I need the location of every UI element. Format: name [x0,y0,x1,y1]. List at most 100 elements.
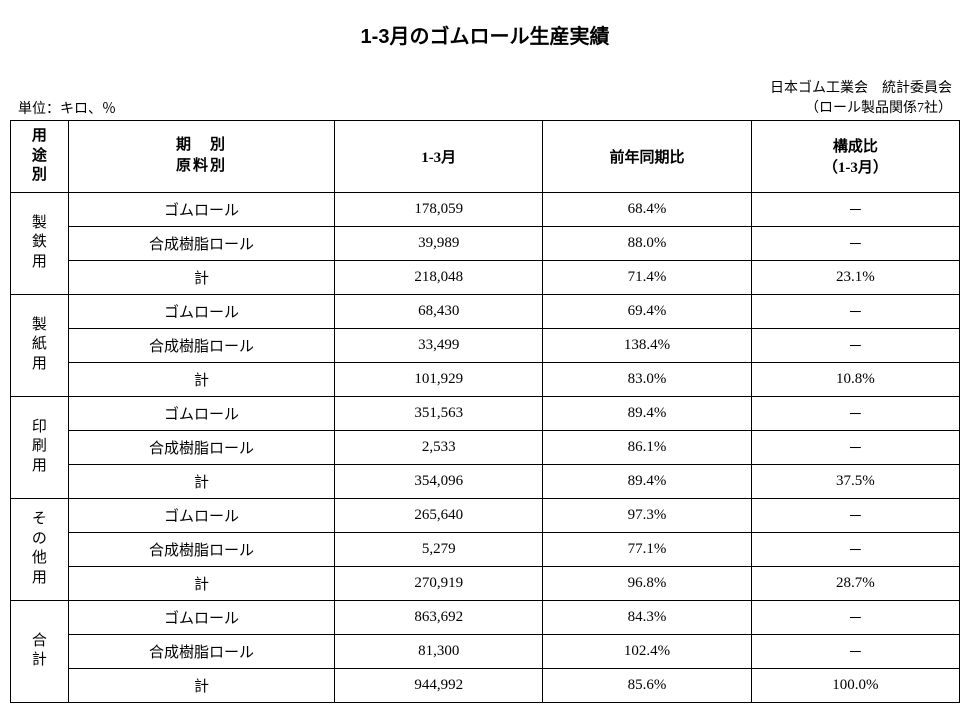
ratio-cell: － [751,294,959,328]
col-yoy: 前年同期比 [543,121,751,193]
value-cell: 101,929 [335,362,543,396]
material-cell: 合成樹脂ロール [68,634,334,668]
yoy-cell: 86.1% [543,430,751,464]
yoy-cell: 68.4% [543,192,751,226]
table-row: 計944,99285.6%100.0% [11,668,960,702]
material-cell: 計 [68,464,334,498]
table-row: 製紙用ゴムロール68,43069.4%－ [11,294,960,328]
material-cell: 合成樹脂ロール [68,430,334,464]
table-row: 印刷用ゴムロール351,56389.4%－ [11,396,960,430]
ratio-cell: － [751,532,959,566]
group-name-char: 用 [15,457,64,477]
col-ratio-l1: 構成比 [756,135,955,156]
value-cell: 33,499 [335,328,543,362]
ratio-cell: － [751,328,959,362]
value-cell: 39,989 [335,226,543,260]
table-row: 製鉄用ゴムロール178,05968.4%－ [11,192,960,226]
group-name-char: そ [15,510,64,530]
col-use-char: 用 [15,127,64,147]
table-row: 合計ゴムロール863,69284.3%－ [11,600,960,634]
material-cell: 合成樹脂ロール [68,532,334,566]
ratio-cell: 23.1% [751,260,959,294]
table-row: 計218,04871.4%23.1% [11,260,960,294]
unit-label: 単位：キロ、％ [18,98,116,118]
table-row: 合成樹脂ロール33,499138.4%－ [11,328,960,362]
ratio-cell: 100.0% [751,668,959,702]
group-name-char: 他 [15,549,64,569]
table-row: 合成樹脂ロール81,300102.4%－ [11,634,960,668]
group-name-char: 製 [15,316,64,336]
group-name-char: 刷 [15,437,64,457]
material-cell: ゴムロール [68,396,334,430]
material-cell: ゴムロール [68,294,334,328]
ratio-cell: 37.5% [751,464,959,498]
ratio-cell: － [751,226,959,260]
ratio-cell: 10.8% [751,362,959,396]
ratio-cell: － [751,634,959,668]
value-cell: 68,430 [335,294,543,328]
yoy-cell: 97.3% [543,498,751,532]
table-row: 合成樹脂ロール39,98988.0%－ [11,226,960,260]
col-use-char: 途 [15,147,64,167]
yoy-cell: 89.4% [543,464,751,498]
table-row: 計270,91996.8%28.7% [11,566,960,600]
table-row: 計354,09689.4%37.5% [11,464,960,498]
yoy-cell: 88.0% [543,226,751,260]
source-info: 日本ゴム工業会 統計委員会 （ロール製品関係7社） [770,79,952,118]
table-header-row: 用途別 期 別 原料別 1-3月 前年同期比 構成比 （1-3月） [11,121,960,193]
table-body: 製鉄用ゴムロール178,05968.4%－合成樹脂ロール39,98988.0%－… [11,192,960,702]
col-use: 用途別 [11,121,69,193]
group-name-cell: その他用 [11,498,69,600]
value-cell: 270,919 [335,566,543,600]
group-name-cell: 合計 [11,600,69,702]
material-cell: ゴムロール [68,498,334,532]
value-cell: 944,992 [335,668,543,702]
yoy-cell: 102.4% [543,634,751,668]
value-cell: 5,279 [335,532,543,566]
material-cell: 計 [68,668,334,702]
material-cell: ゴムロール [68,600,334,634]
value-cell: 265,640 [335,498,543,532]
table-row: 合成樹脂ロール2,53386.1%－ [11,430,960,464]
group-name-char: 用 [15,569,64,589]
group-name-char: 印 [15,418,64,438]
yoy-cell: 84.3% [543,600,751,634]
value-cell: 2,533 [335,430,543,464]
ratio-cell: 28.7% [751,566,959,600]
ratio-cell: － [751,192,959,226]
value-cell: 178,059 [335,192,543,226]
col-ratio: 構成比 （1-3月） [751,121,959,193]
group-name-cell: 製鉄用 [11,192,69,294]
yoy-cell: 138.4% [543,328,751,362]
col-period-material: 期 別 原料別 [68,121,334,193]
group-name-char: 合 [15,632,64,652]
yoy-cell: 89.4% [543,396,751,430]
production-table: 用途別 期 別 原料別 1-3月 前年同期比 構成比 （1-3月） 製鉄用ゴムロ… [10,120,960,703]
col-period-l1: 期 別 [73,135,330,156]
yoy-cell: 96.8% [543,566,751,600]
group-name-char: 鉄 [15,233,64,253]
yoy-cell: 69.4% [543,294,751,328]
yoy-cell: 71.4% [543,260,751,294]
material-cell: 計 [68,260,334,294]
group-name-cell: 製紙用 [11,294,69,396]
material-cell: 合成樹脂ロール [68,328,334,362]
table-row: その他用ゴムロール265,64097.3%－ [11,498,960,532]
table-row: 合成樹脂ロール5,27977.1%－ [11,532,960,566]
group-name-char: 製 [15,214,64,234]
col-use-char: 別 [15,166,64,186]
col-period-l2: 原料別 [73,156,330,177]
value-cell: 351,563 [335,396,543,430]
material-cell: ゴムロール [68,192,334,226]
col-period: 1-3月 [335,121,543,193]
yoy-cell: 83.0% [543,362,751,396]
material-cell: 合成樹脂ロール [68,226,334,260]
group-name-cell: 印刷用 [11,396,69,498]
yoy-cell: 85.6% [543,668,751,702]
group-name-char: の [15,530,64,550]
col-ratio-l2: （1-3月） [756,156,955,177]
value-cell: 354,096 [335,464,543,498]
source-line-2: （ロール製品関係7社） [770,99,952,119]
group-name-char: 計 [15,651,64,671]
source-line-1: 日本ゴム工業会 統計委員会 [770,79,952,99]
